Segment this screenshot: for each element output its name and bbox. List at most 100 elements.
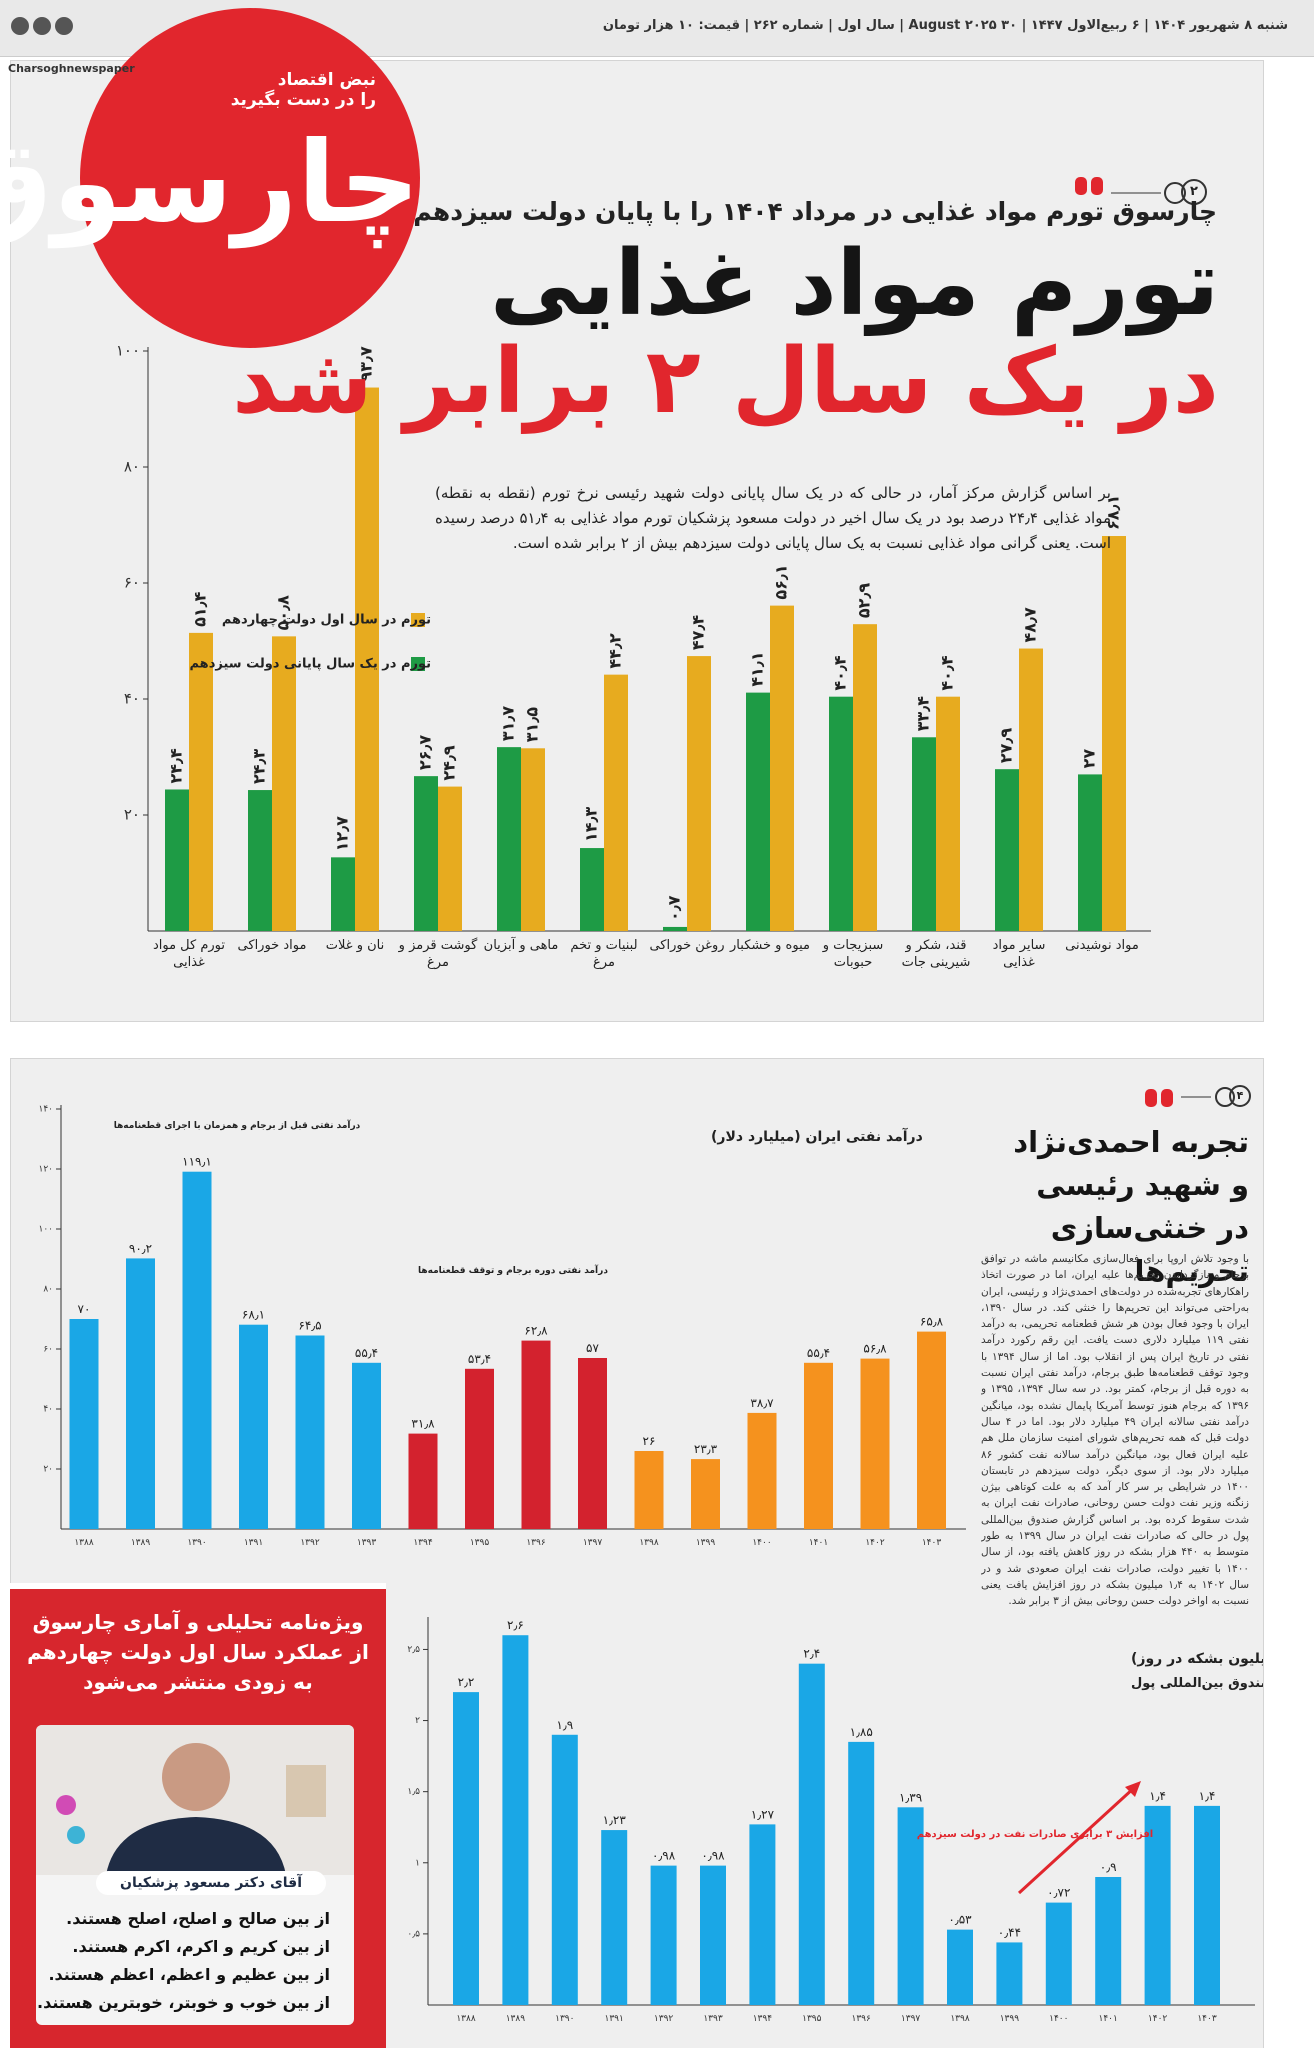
- bar: [578, 1358, 607, 1529]
- x-tick-label: لبنیات و تخم مرغ: [570, 938, 638, 970]
- x-tick-label: مواد خوراکی: [237, 938, 307, 953]
- bar: [804, 1362, 833, 1529]
- ad-title-line: به زودی منتشر می‌شود: [83, 1670, 313, 1694]
- x-tick-label: ۱۳۹۳: [703, 2014, 723, 2024]
- x-tick-label: سایر مواد غذایی: [992, 938, 1046, 970]
- annotation-arrow: [1017, 1785, 1137, 1895]
- x-tick-label: ۱۴۰۰: [1049, 2014, 1068, 2024]
- icon-telegram[interactable]: [55, 17, 73, 35]
- bar: [521, 748, 545, 931]
- bar: [650, 1865, 677, 2005]
- ad-line: از بین کریم و اکرم، اکرم هستند.: [72, 1937, 330, 1956]
- ad-photo-box: آقای دکتر مسعود پزشکیان از بین صالح و اص…: [36, 1725, 354, 2025]
- x-tick-label: تورم کل مواد غذایی: [152, 938, 226, 970]
- bar: [860, 1358, 890, 1529]
- value-label: ۵۶٫۸: [863, 1342, 887, 1356]
- social-icons[interactable]: [10, 14, 74, 38]
- chart-title: درآمد نفتی ایران (میلیارد دلار): [711, 1127, 923, 1145]
- bar: [770, 605, 794, 931]
- headline-line: و شهید رئیسی: [1036, 1168, 1249, 1202]
- bar: [551, 1734, 578, 2005]
- ad-title-line: از عملکرد سال اول دولت چهاردهم: [27, 1640, 369, 1664]
- value-label: ۲۶: [643, 1434, 656, 1448]
- chart-oil-revenue: ۲۰ ۴۰ ۶۰ ۸۰ ۱۰۰ ۱۲۰ ۱۴۰ ۷۰ ۱۳۸۸ ۹۰٫۲ ۱۳۸۹ ۱۱۹٫۱ ۱۳۹۰…: [38, 1105, 966, 1548]
- bar: [331, 857, 355, 931]
- headline: تورم مواد غذایی: [489, 231, 1221, 336]
- bar: [604, 674, 628, 931]
- icon-x[interactable]: [11, 17, 29, 35]
- y-tick-label: ۱: [415, 1858, 420, 1868]
- x-tick-label: ۱۳۹۱: [244, 1538, 263, 1548]
- icon-instagram[interactable]: [33, 17, 51, 35]
- bar: [502, 1635, 529, 2005]
- value-label: ۳۱٫۵: [523, 707, 542, 743]
- y-tick-label: ۱۲۰: [38, 1165, 53, 1175]
- bar: [69, 1319, 99, 1529]
- chart-food-inflation: ۲۰ ۴۰ ۶۰ ۸۰ ۱۰۰ ۲۴٫۴ ۵۱٫۴ ۲۴٫۳ ۵۰٫۸ ۱۲٫۷ ۹۳٫۷ ۲۶٫۷ ۲…: [116, 342, 1151, 932]
- value-label: ۱۱۹٫۱: [182, 1155, 212, 1169]
- value-label: ۱٫۲۳: [603, 1813, 627, 1827]
- headline-line: در خنثی‌سازی تحریم‌ها: [1050, 1211, 1249, 1288]
- x-tick-label: گوشت قرمز و مرغ: [398, 938, 478, 970]
- x-tick-label: ۱۳۹۷: [901, 2014, 921, 2024]
- y-tick-label: ۶۰: [43, 1345, 53, 1355]
- value-label: ۱٫۸۵: [850, 1725, 873, 1739]
- bar: [165, 789, 189, 931]
- bar: [1078, 774, 1102, 931]
- page-number: ۲: [1181, 179, 1207, 205]
- value-label: ۱٫۴: [1149, 1789, 1166, 1803]
- x-tick-label: ۱۳۹۸: [950, 2014, 970, 2024]
- value-label: ۱٫۲۷: [751, 1807, 775, 1821]
- quote-mark: [1075, 177, 1087, 195]
- x-tick-label: ۱۳۹۶: [852, 2014, 872, 2024]
- x-tick-label: قند، شکر و شیرینی جات: [901, 938, 971, 970]
- x-tick-label: ۱۳۹۲: [300, 1538, 320, 1548]
- annotation: درآمد نفتی قبل از برجام و همزمان با اجرا…: [114, 1119, 361, 1131]
- value-label: ۵۰٫۸: [274, 595, 293, 631]
- value-label: ۷۰: [78, 1302, 91, 1316]
- value-label: ۲۴٫۹: [440, 745, 459, 781]
- bar: [936, 696, 960, 931]
- bar: [295, 1335, 325, 1529]
- bar: [126, 1258, 155, 1529]
- bar: [414, 776, 438, 931]
- quote-mark: [1091, 177, 1103, 195]
- bar: [408, 1433, 438, 1529]
- x-tick-label: ۱۳۹۷: [583, 1538, 603, 1548]
- ad-lines: از بین صالح و اصلح، اصلح هستند. از بین ک…: [37, 1905, 330, 2017]
- x-tick-label: ۱۴۰۱: [809, 1538, 828, 1548]
- ad-title-line: ویژه‌نامه تحلیلی و آماری چارسوق: [32, 1610, 364, 1634]
- x-tick-label: ۱۳۹۶: [526, 1538, 546, 1548]
- value-label: ۵۲٫۹: [855, 583, 874, 619]
- y-tick-label: ۶۰: [124, 574, 140, 592]
- value-label: ۱٫۳۹: [899, 1790, 922, 1804]
- value-label: ۳۸٫۷: [750, 1396, 774, 1410]
- y-tick-label: ۴۰: [43, 1405, 53, 1415]
- ad-caption: آقای دکتر مسعود پزشکیان: [96, 1871, 326, 1895]
- value-label: ۰٫۵۳: [948, 1913, 972, 1927]
- social-handle: Charsoghnewspaper: [8, 62, 135, 75]
- chart-oil-exports: ۰٫۵ ۱ ۱٫۵ ۲ ۲٫۵ ۲٫۲ ۱۳۸۸ ۲٫۶ ۱۳۸۹ ۱٫۹ ۱۳۹۰ ۱٫۲۳ ۱۳۹۱…: [407, 1617, 1263, 2024]
- value-label: ۴۸٫۷: [1021, 607, 1040, 643]
- logo-slogan: نبض اقتصاد را در دست بگیرید: [231, 70, 376, 110]
- page-badge-decor: [1145, 1087, 1235, 1107]
- bar: [798, 1663, 825, 2005]
- bar: [601, 1830, 628, 2005]
- y-tick-label: ۲۰: [124, 806, 140, 824]
- bar: [996, 1942, 1023, 2005]
- bar: [521, 1340, 551, 1529]
- bar: [1194, 1805, 1220, 2005]
- bar: [897, 1807, 924, 2005]
- x-tick-label: ۱۴۰۳: [922, 1538, 942, 1548]
- value-label: ۳۳٫۴: [914, 696, 933, 732]
- headline: در یک سال ۲ برابر شد: [232, 329, 1221, 434]
- bar: [749, 1824, 776, 2005]
- ad-box[interactable]: ویژه‌نامه تحلیلی و آماری چارسوق از عملکر…: [10, 1583, 386, 2048]
- value-label: ۲۴٫۴: [167, 748, 186, 784]
- bar: [580, 848, 604, 931]
- face: [162, 1743, 230, 1811]
- value-label: ۴۱٫۱: [748, 651, 767, 686]
- x-tick-label: ۱۳۸۸: [74, 1538, 94, 1548]
- value-label: ۶۸٫۱: [242, 1308, 265, 1322]
- x-tick-label: ۱۴۰۰: [752, 1538, 771, 1548]
